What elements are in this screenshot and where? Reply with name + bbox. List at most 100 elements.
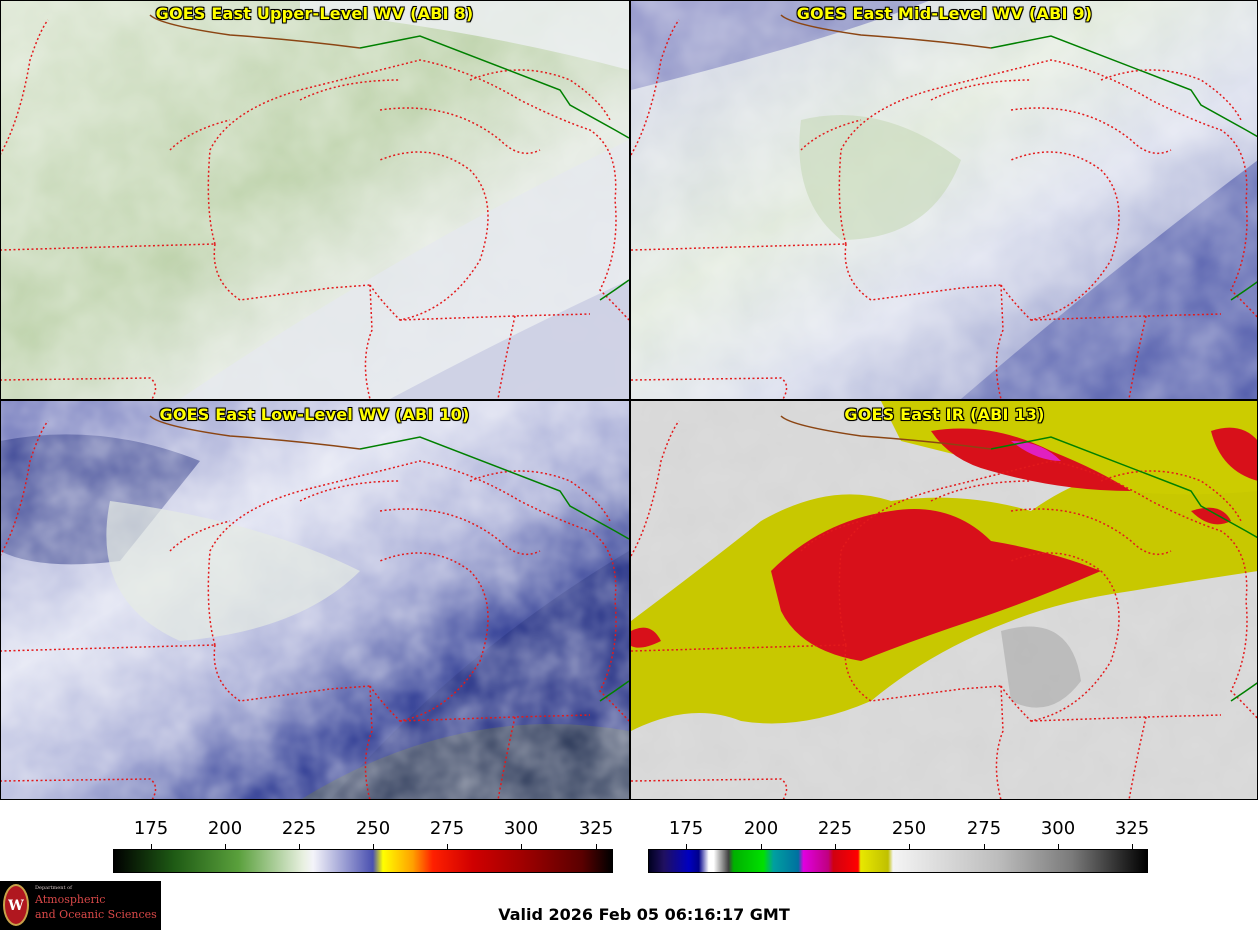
state-border-line (1100, 69, 1242, 121)
state-border-line (0, 778, 157, 800)
ir-colorbar (648, 849, 1148, 873)
tick-mark (686, 844, 687, 849)
state-border-line (800, 520, 862, 552)
coastline (149, 415, 361, 450)
state-border-line (630, 377, 788, 400)
upper-level-wv-panel: GOES East Upper-Level WV (ABI 8) (0, 0, 629, 399)
tick-label: 275 (966, 818, 1002, 839)
coastline (780, 415, 992, 450)
logo-line-1: Department of (35, 885, 72, 891)
country-border-line (359, 35, 630, 139)
state-border-line (995, 284, 1004, 400)
state-border-line (0, 19, 49, 156)
state-border-line (497, 315, 516, 400)
logo-line-3: and Oceanic Sciences (35, 908, 157, 921)
state-border-line (497, 716, 516, 800)
tick-mark (835, 844, 836, 849)
aos-logo: W Department of Atmospheric and Oceanic … (0, 881, 161, 930)
state-border-line (630, 243, 847, 251)
tick-label: 200 (207, 818, 243, 839)
ir-panel: GOES East IR (ABI 13) (631, 401, 1258, 800)
state-border-line (469, 470, 611, 522)
country-border-line (990, 436, 1258, 539)
tick-mark (761, 844, 762, 849)
panel-title: GOES East Upper-Level WV (ABI 8) (155, 4, 474, 23)
panel-title: GOES East IR (ABI 13) (844, 405, 1045, 424)
state-border-line (469, 69, 611, 121)
tick-mark (984, 844, 985, 849)
tick-label: 175 (133, 818, 169, 839)
panel-divider-horizontal (0, 399, 1258, 401)
panel-borders (630, 14, 1258, 400)
tick-mark (1132, 844, 1133, 849)
state-border-line (369, 552, 489, 722)
uw-seal-icon: W (3, 884, 29, 926)
tick-mark (447, 844, 448, 849)
tick-label: 325 (1114, 818, 1150, 839)
state-border-line (379, 508, 541, 556)
state-border-line (1010, 107, 1172, 155)
country-border-line (359, 436, 630, 540)
state-border-line (213, 644, 371, 702)
state-border-line (1100, 470, 1242, 522)
tick-mark (299, 844, 300, 849)
tick-label: 225 (817, 818, 853, 839)
country-border-line (599, 680, 630, 702)
tick-label: 200 (743, 818, 779, 839)
tick-mark (909, 844, 910, 849)
tick-mark (373, 844, 374, 849)
state-border-line (630, 644, 847, 652)
panel-title: GOES East Mid-Level WV (ABI 9) (796, 4, 1093, 23)
map-borders-overlay (0, 14, 1258, 800)
state-border-line (800, 119, 862, 151)
tick-mark (1058, 844, 1059, 849)
state-border-line (1000, 151, 1120, 321)
state-border-line (369, 151, 489, 321)
tick-label: 300 (503, 818, 539, 839)
state-border-line (0, 377, 157, 400)
panel-borders (0, 415, 630, 800)
coastline (149, 14, 361, 49)
state-border-line (1010, 508, 1172, 556)
state-border-line (0, 420, 49, 557)
country-border-line (990, 35, 1258, 138)
panel-title: GOES East Low-Level WV (ABI 10) (159, 405, 470, 424)
low-level-wv-image (0, 401, 629, 800)
state-border-line (1128, 716, 1147, 800)
upper-level-wv-image (0, 0, 629, 399)
state-border-line (1128, 315, 1147, 400)
low-level-wv-panel: GOES East Low-Level WV (ABI 10) (0, 401, 629, 800)
tick-label: 250 (355, 818, 391, 839)
tick-label: 275 (429, 818, 465, 839)
state-border-line (930, 79, 1032, 101)
mid-level-wv-panel: GOES East Mid-Level WV (ABI 9) (631, 0, 1258, 399)
tick-label: 250 (891, 818, 927, 839)
state-border-line (299, 480, 401, 502)
state-border-line (379, 107, 541, 155)
state-border-line (364, 284, 373, 400)
state-border-line (299, 79, 401, 101)
panel-borders (630, 415, 1258, 800)
state-border-line (1000, 552, 1120, 722)
state-border-line (364, 685, 373, 800)
tick-label: 325 (578, 818, 614, 839)
state-border-line (213, 243, 371, 301)
valid-time: Valid 2026 Feb 05 06:16:17 GMT (498, 905, 790, 924)
tick-mark (151, 844, 152, 849)
state-border-line (0, 644, 216, 652)
state-border-line (630, 19, 680, 156)
logo-line-2: Atmospheric (35, 893, 106, 906)
state-border-line (630, 778, 788, 800)
tick-mark (596, 844, 597, 849)
state-border-line (169, 119, 231, 151)
state-border-line (844, 644, 1002, 702)
state-border-line (630, 420, 680, 557)
state-border-line (838, 59, 1258, 319)
wv-colorbar (113, 849, 613, 873)
state-border-line (1030, 313, 1222, 321)
state-border-line (844, 243, 1002, 301)
state-border-line (1030, 714, 1222, 722)
state-border-line (995, 685, 1004, 800)
state-border-line (838, 460, 1258, 720)
tick-mark (521, 844, 522, 849)
